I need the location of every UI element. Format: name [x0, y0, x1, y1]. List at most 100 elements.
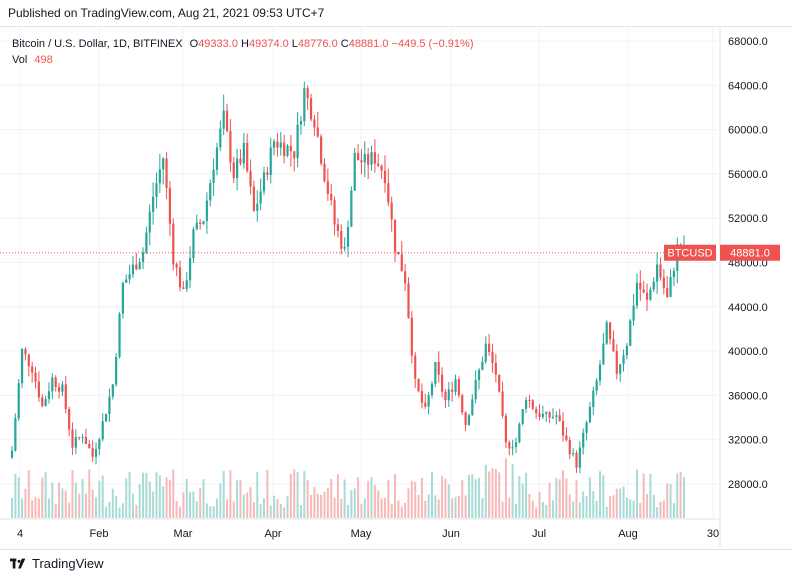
volume-bar: [457, 496, 460, 518]
volume-bar: [625, 497, 628, 518]
candle: [343, 237, 346, 252]
candle: [192, 226, 195, 263]
volume-bar: [659, 501, 662, 518]
volume-bar: [528, 493, 531, 518]
candle: [353, 147, 356, 191]
candle: [225, 103, 229, 133]
volume-bar: [165, 477, 168, 518]
chart-frame[interactable]: [0, 26, 793, 550]
candle: [346, 220, 350, 258]
candle: [98, 437, 101, 456]
volume-bar: [71, 470, 74, 518]
volume-bar: [101, 475, 104, 518]
time-tick-label: Feb: [90, 528, 109, 540]
candle: [54, 375, 57, 392]
volume-bar: [199, 487, 202, 518]
volume-bar: [162, 486, 165, 518]
candle: [74, 429, 77, 455]
candle: [229, 119, 232, 172]
open-label: O: [189, 38, 199, 50]
volume-bar: [461, 479, 464, 518]
volume-bar: [380, 498, 383, 518]
candle: [598, 360, 602, 386]
candle: [182, 280, 185, 290]
candle: [333, 196, 336, 236]
close-value: 48881.0: [348, 38, 389, 50]
candle: [108, 388, 111, 422]
candle: [145, 226, 148, 255]
price-tag-bg: [720, 244, 780, 261]
candlestick-chart[interactable]: 28000.032000.036000.040000.044000.048000…: [0, 0, 793, 548]
candle: [279, 131, 282, 156]
volume-bar: [296, 472, 299, 518]
volume-bar: [152, 491, 155, 518]
candle: [232, 156, 235, 184]
candle: [296, 111, 299, 168]
volume-bar: [172, 469, 175, 518]
volume-bar: [417, 494, 420, 518]
volume-bar: [340, 498, 343, 518]
candle: [239, 149, 242, 166]
volume-bar: [377, 490, 380, 518]
candle: [131, 256, 135, 278]
candle: [121, 281, 124, 319]
candle: [236, 148, 239, 191]
volume-bar: [568, 494, 571, 518]
volume-bar: [121, 503, 124, 518]
volume-bar: [488, 471, 491, 518]
volume-bar: [68, 502, 71, 518]
volume-bar: [135, 504, 138, 518]
candle: [471, 394, 474, 416]
candle: [595, 377, 598, 396]
candle: [629, 318, 632, 347]
candle: [666, 276, 669, 299]
candle: [125, 274, 128, 283]
volume-bar: [427, 494, 430, 518]
volume-bar: [609, 496, 612, 518]
volume-bar: [404, 502, 407, 518]
volume-bar: [138, 484, 141, 518]
candle: [205, 192, 208, 235]
volume-bar: [54, 504, 57, 518]
volume-bar: [467, 474, 470, 518]
volume-bar: [21, 498, 24, 518]
volume-bar: [491, 468, 494, 518]
volume-bar: [323, 491, 326, 518]
footer-brand[interactable]: TradingView: [10, 556, 104, 571]
volume-bar: [646, 494, 649, 518]
ticker-tag-bg: [664, 244, 716, 261]
candle: [91, 440, 94, 462]
candle: [649, 286, 652, 301]
volume-bar: [31, 500, 34, 518]
volume-bar: [394, 474, 397, 518]
time-tick-label: Mar: [174, 528, 193, 540]
candle: [276, 132, 279, 157]
candle: [242, 132, 245, 169]
candle: [135, 252, 138, 271]
candle: [61, 381, 64, 397]
volume-bar: [229, 470, 232, 518]
candle: [219, 120, 222, 152]
volume-bar: [434, 495, 437, 518]
volume-bar: [326, 487, 329, 518]
symbol-title[interactable]: Bitcoin / U.S. Dollar, 1D, BITFINEX: [12, 38, 183, 50]
volume-bar: [256, 471, 259, 518]
volume-bar: [578, 502, 581, 518]
volume-bar: [212, 506, 215, 518]
volume-bar: [555, 478, 558, 518]
volume-bar: [279, 503, 282, 518]
candle: [632, 294, 635, 326]
volume-bar: [478, 477, 481, 518]
volume-bar: [182, 492, 185, 518]
price-tick-label: 32000.0: [728, 435, 768, 447]
volume-bar: [441, 476, 444, 518]
volume-bar: [585, 496, 588, 518]
candle: [528, 394, 531, 408]
volume-bar: [498, 472, 501, 518]
candle: [209, 179, 212, 207]
candle: [474, 370, 477, 404]
volume-bar: [639, 502, 642, 518]
candle: [172, 218, 175, 271]
volume-bar: [259, 504, 262, 518]
volume-bar: [192, 491, 195, 518]
